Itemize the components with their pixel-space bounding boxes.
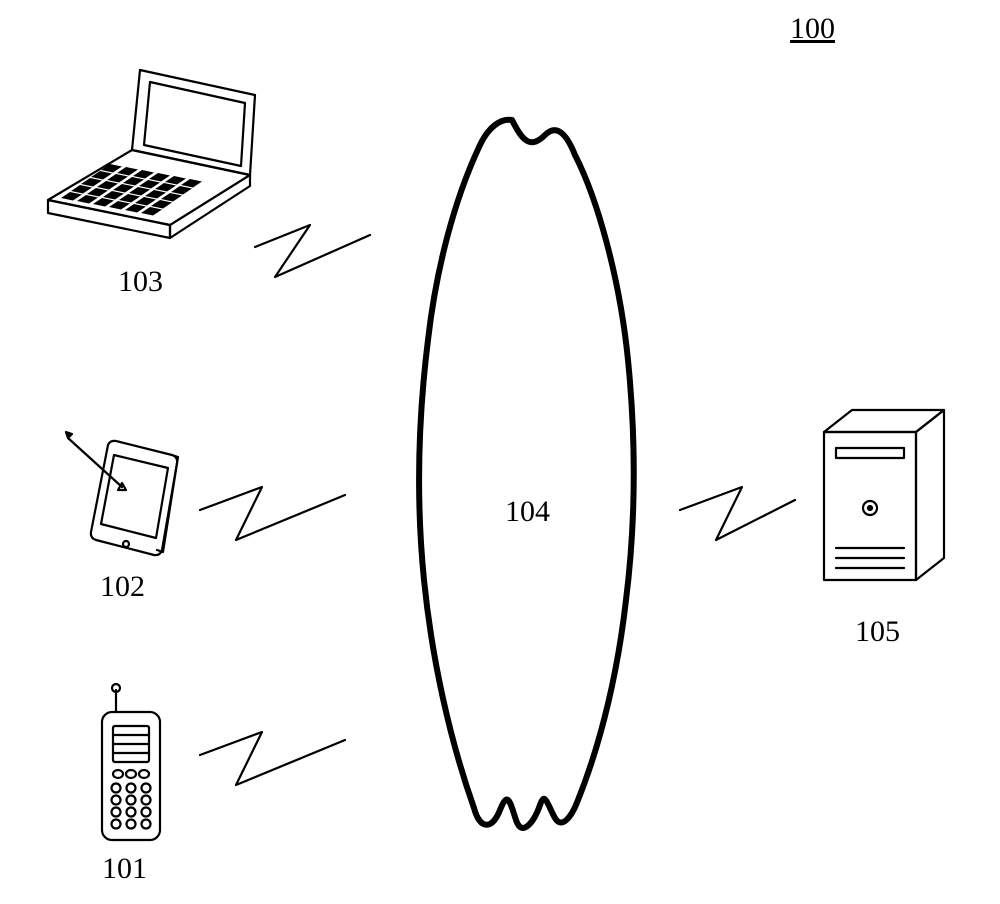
server-icon: [824, 410, 944, 580]
signal-tablet-icon: [200, 487, 345, 540]
laptop-label: 103: [118, 265, 163, 299]
signal-server-icon: [680, 487, 795, 540]
server-label: 105: [855, 615, 900, 649]
figure-id-label: 100: [790, 12, 835, 46]
signal-phone-icon: [200, 732, 345, 785]
signal-laptop-icon: [255, 225, 370, 277]
wireless-signals: [200, 225, 795, 785]
mobile-phone-icon: [102, 684, 160, 840]
laptop-icon: [48, 70, 255, 238]
phone-label: 101: [102, 852, 147, 886]
tablet-label: 102: [100, 570, 145, 604]
cloud-label: 104: [505, 495, 550, 529]
tablet-icon: [66, 432, 178, 555]
diagram-canvas: [0, 0, 1000, 904]
network-cloud-icon: [419, 120, 634, 828]
